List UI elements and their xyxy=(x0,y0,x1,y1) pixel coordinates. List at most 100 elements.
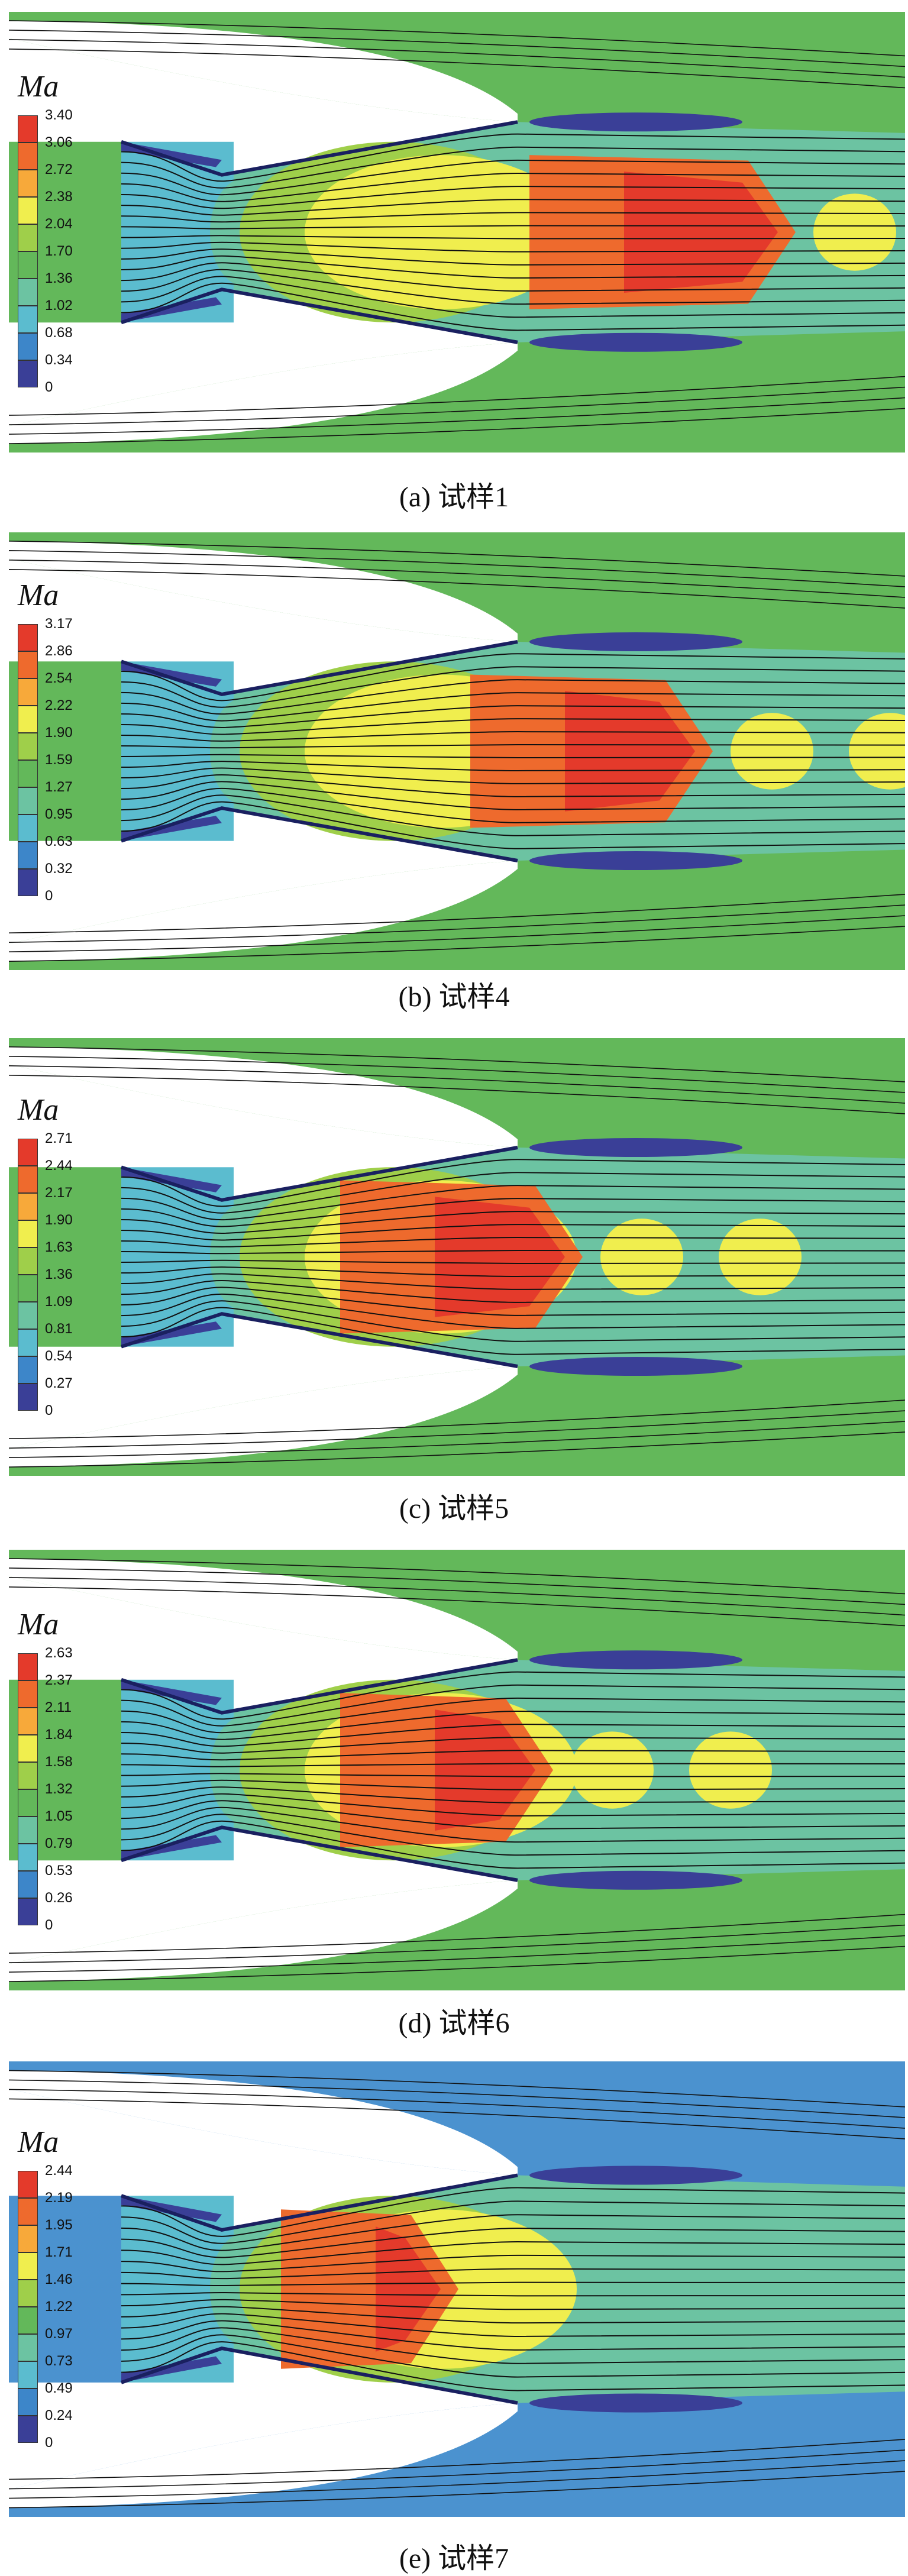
streamline xyxy=(121,146,905,189)
colorbar-tick-label: 1.63 xyxy=(45,1239,73,1255)
separation-pocket-upper xyxy=(529,2165,742,2185)
streamline xyxy=(121,1724,905,1747)
streamline xyxy=(121,2214,905,2251)
streamline xyxy=(121,2228,905,2258)
streamline xyxy=(9,1577,905,1616)
streamline xyxy=(9,904,905,943)
streamline xyxy=(9,1945,905,1982)
colorbar-swatch xyxy=(18,1193,38,1220)
colorbar-swatch xyxy=(18,197,38,224)
colorbar-tick-label: 0.34 xyxy=(45,352,73,368)
streamline xyxy=(121,2320,905,2351)
colorbar-swatch xyxy=(18,360,38,387)
streamline xyxy=(121,1806,905,1843)
streamline xyxy=(121,718,905,735)
streamline xyxy=(9,915,905,952)
streamline xyxy=(9,49,905,89)
colorbar-tick-label: 0.54 xyxy=(45,1348,73,1364)
colorbar-tick-label: 0.81 xyxy=(45,1321,73,1337)
inlet-corner-lower xyxy=(121,297,222,323)
colorbar-tick-label: 1.36 xyxy=(45,1266,73,1282)
streamline xyxy=(121,767,905,784)
streamline xyxy=(121,276,905,318)
separation-pocket-lower xyxy=(529,332,742,352)
streamline xyxy=(9,1558,905,1595)
peak-mach-region xyxy=(565,691,695,812)
inlet-corner-lower xyxy=(121,1321,222,1347)
streamline xyxy=(9,560,905,598)
colorbar-tick-label: 3.06 xyxy=(45,134,73,150)
streamline xyxy=(121,731,905,742)
lower-cavity xyxy=(9,808,518,944)
colorbar-swatch xyxy=(18,2252,38,2280)
colorbar-tick-label: 0.63 xyxy=(45,833,73,849)
streamline xyxy=(121,794,905,836)
colorbar-swatch xyxy=(18,2280,38,2307)
colorbar-swatch xyxy=(18,333,38,360)
mach-contour-plot xyxy=(9,2061,905,2517)
streamline xyxy=(121,282,905,331)
colorbar-swatch xyxy=(18,760,38,787)
colorbar-swatch xyxy=(18,1708,38,1735)
streamline xyxy=(9,894,905,933)
colorbar-swatch xyxy=(18,2198,38,2225)
streamline xyxy=(121,666,905,708)
colorbar-tick-label: 2.19 xyxy=(45,2190,73,2206)
shock-cell xyxy=(600,1218,683,1295)
streamline xyxy=(121,2291,905,2297)
colorbar-swatch xyxy=(18,678,38,706)
streamline xyxy=(9,39,905,78)
colorbar-swatch xyxy=(18,2334,38,2361)
streamline xyxy=(121,1273,905,1290)
peak-mach-region xyxy=(435,1197,565,1317)
colorbar-swatch xyxy=(18,1302,38,1329)
supersonic-region xyxy=(305,155,577,309)
streamline xyxy=(9,1431,905,1468)
nozzle-wall-lower xyxy=(121,287,518,344)
streamline xyxy=(9,30,905,67)
streamline xyxy=(121,1710,905,1740)
colorbar-tick-label: 0 xyxy=(45,888,53,904)
inlet-corner-lower xyxy=(121,1835,222,1861)
streamline xyxy=(121,1737,905,1754)
colorbar-tick-label: 1.84 xyxy=(45,1727,73,1743)
shock-cell xyxy=(476,2249,559,2329)
streamline xyxy=(9,2449,905,2490)
colorbar-tick-label: 1.59 xyxy=(45,752,73,768)
streamline xyxy=(121,2341,905,2391)
lower-shroud-wall xyxy=(9,861,518,962)
colorbar-swatch xyxy=(18,115,38,143)
streamline xyxy=(121,133,905,182)
streamline xyxy=(121,1211,905,1234)
colorbar-tick-label: 0 xyxy=(45,379,53,395)
streamline xyxy=(121,1814,905,1856)
lower-shroud-wall xyxy=(9,1880,518,1982)
streamline xyxy=(121,1259,905,1264)
streamline xyxy=(9,2079,905,2118)
streamline xyxy=(121,241,905,253)
colorbar-tick-label: 2.11 xyxy=(45,1699,72,1715)
streamline xyxy=(121,705,905,729)
streamline xyxy=(9,1924,905,1963)
separation-pocket-lower xyxy=(529,2393,742,2413)
streamline xyxy=(121,1697,905,1734)
colorbar-title: Ma xyxy=(18,2125,59,2159)
separation-pocket-upper xyxy=(529,1650,742,1670)
colorbar-swatch xyxy=(18,706,38,733)
shock-cell xyxy=(731,713,813,790)
contour-panel: Ma 3.40 3.06 2.72 2.38 2.04 1.70 1.36 1.02 0.68 0.… xyxy=(0,12,908,521)
streamline xyxy=(121,1159,905,1207)
streamline xyxy=(9,2439,905,2480)
inlet-corner-upper xyxy=(121,661,222,687)
separation-pocket-lower xyxy=(529,851,742,870)
colorbar-swatch xyxy=(18,2171,38,2198)
colorbar-tick-label: 1.70 xyxy=(45,243,73,259)
colorbar-swatch xyxy=(18,1789,38,1817)
colorbar-swatch xyxy=(18,1735,38,1762)
peak-mach-region xyxy=(624,172,778,293)
colorbar-swatch xyxy=(18,1680,38,1708)
colorbar-tick-label: 2.44 xyxy=(45,1158,73,1174)
colorbar-tick-label: 0 xyxy=(45,1917,53,1933)
streamline xyxy=(9,2460,905,2499)
colorbar-tick-label: 0.73 xyxy=(45,2353,73,2369)
